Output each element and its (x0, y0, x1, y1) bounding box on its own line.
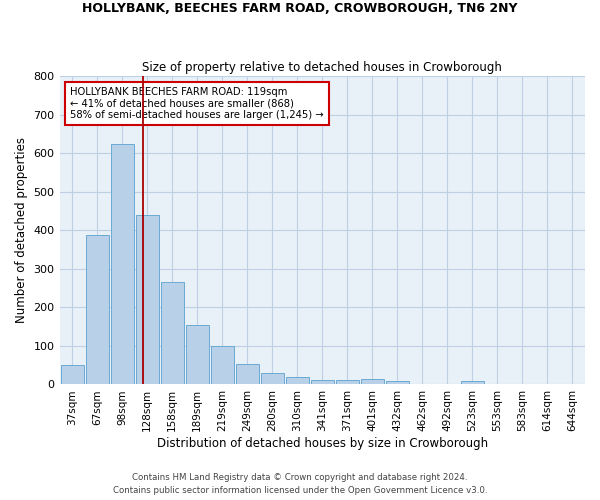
Bar (261, 373, 284, 384)
Bar (286, 377, 309, 384)
Bar (461, 382, 484, 384)
Bar (61, 365, 83, 384)
Bar (185, 326, 209, 384)
Bar (361, 380, 384, 384)
Y-axis label: Number of detached properties: Number of detached properties (15, 138, 28, 324)
Bar (136, 215, 158, 384)
Text: HOLLYBANK, BEECHES FARM ROAD, CROWBOROUGH, TN6 2NY: HOLLYBANK, BEECHES FARM ROAD, CROWBOROUG… (82, 2, 518, 16)
Bar (336, 380, 359, 384)
Bar (236, 364, 259, 384)
X-axis label: Distribution of detached houses by size in Crowborough: Distribution of detached houses by size … (157, 437, 488, 450)
Bar (211, 346, 233, 385)
Bar (311, 380, 334, 384)
Text: Contains HM Land Registry data © Crown copyright and database right 2024.
Contai: Contains HM Land Registry data © Crown c… (113, 474, 487, 495)
Text: HOLLYBANK BEECHES FARM ROAD: 119sqm
← 41% of detached houses are smaller (868)
5: HOLLYBANK BEECHES FARM ROAD: 119sqm ← 41… (70, 87, 323, 120)
Bar (110, 144, 134, 384)
Bar (386, 382, 409, 384)
Title: Size of property relative to detached houses in Crowborough: Size of property relative to detached ho… (142, 60, 502, 74)
Bar (161, 282, 184, 385)
Bar (86, 236, 109, 384)
